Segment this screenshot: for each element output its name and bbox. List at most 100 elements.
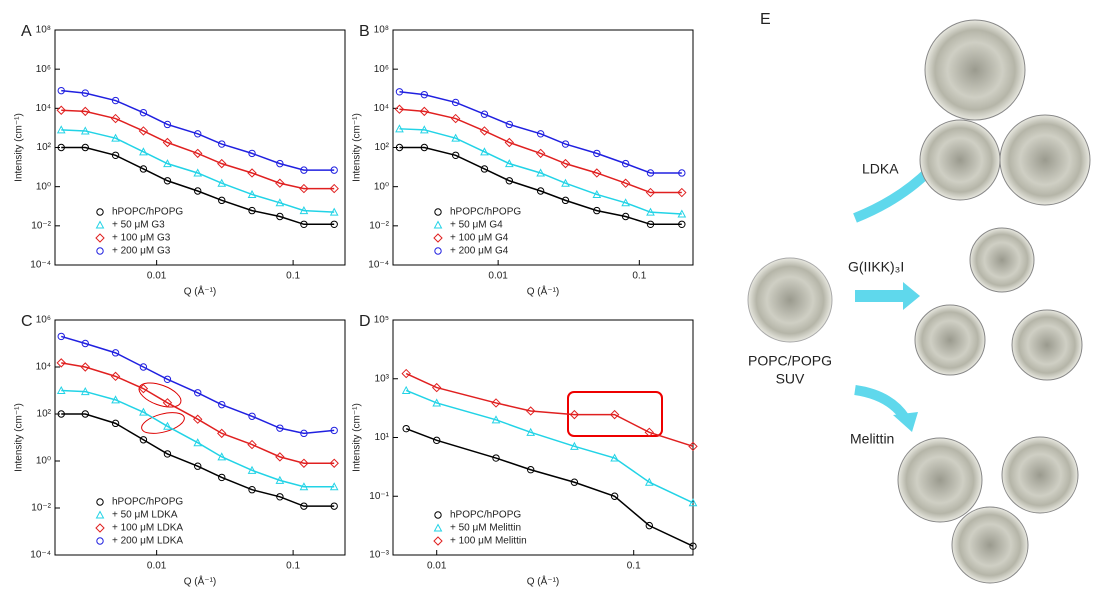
marker xyxy=(434,247,442,255)
vesicle-type: SUV xyxy=(776,371,805,387)
marker xyxy=(218,400,226,409)
marker xyxy=(434,511,442,519)
marker xyxy=(433,536,443,546)
marker xyxy=(329,207,339,216)
legend-label: + 200 μM LDKA xyxy=(112,536,183,547)
legend-label: hPOPC/hPOPG xyxy=(112,497,183,508)
marker xyxy=(535,148,546,159)
marker xyxy=(620,178,631,188)
marker xyxy=(480,110,489,118)
marker xyxy=(163,120,172,129)
series-line xyxy=(399,91,682,174)
marker xyxy=(330,220,338,228)
arrow xyxy=(855,290,905,302)
marker xyxy=(57,86,65,95)
marker xyxy=(96,247,104,255)
marker xyxy=(194,462,202,470)
marker xyxy=(505,120,514,129)
vesicle xyxy=(951,506,1029,584)
legend-label: + 50 μM G4 xyxy=(450,220,503,231)
marker xyxy=(526,466,535,474)
y-axis-label: Intensity (cm⁻¹) xyxy=(352,403,363,472)
vesicle xyxy=(1001,436,1079,514)
marker xyxy=(56,105,66,115)
marker xyxy=(248,412,256,420)
marker xyxy=(420,90,429,99)
marker xyxy=(300,502,308,510)
marker xyxy=(299,458,309,468)
vesicle xyxy=(897,437,983,523)
plot-frame xyxy=(392,29,694,266)
arrow xyxy=(853,166,934,223)
marker xyxy=(646,220,655,228)
y-tick-label: 10⁰ xyxy=(36,181,51,192)
marker xyxy=(194,187,202,195)
series-line xyxy=(61,146,335,226)
vesicle xyxy=(914,304,986,376)
marker xyxy=(491,398,501,408)
marker xyxy=(80,106,90,117)
panel-label: E xyxy=(760,11,771,28)
vesicle xyxy=(1011,309,1083,381)
marker xyxy=(193,148,203,159)
series-line xyxy=(399,146,682,226)
marker xyxy=(536,130,545,138)
marker xyxy=(504,137,515,148)
diagram-panel: E POPC/POPG SUV LDKA G(IIKK)₃I Melittin xyxy=(747,11,1091,584)
marker xyxy=(95,233,105,243)
marker xyxy=(433,220,443,229)
x-axis-label: Q (Å⁻¹) xyxy=(184,575,217,588)
marker xyxy=(525,406,536,416)
marker xyxy=(276,424,284,432)
marker xyxy=(329,458,339,468)
highlight xyxy=(141,412,185,434)
legend-label: + 200 μM G4 xyxy=(450,246,509,257)
marker xyxy=(300,166,308,174)
arrow xyxy=(854,385,910,421)
marker xyxy=(300,220,308,228)
marker xyxy=(57,332,65,341)
y-tick-label: 10⁻⁴ xyxy=(30,260,51,271)
marker xyxy=(299,482,309,491)
marker xyxy=(139,165,148,173)
marker xyxy=(536,168,545,177)
legend-label: + 50 μM LDKA xyxy=(112,510,178,521)
marker xyxy=(646,169,655,177)
marker xyxy=(479,126,490,136)
marker xyxy=(677,209,687,218)
marker xyxy=(561,196,570,205)
y-axis-label: Intensity (cm⁻¹) xyxy=(14,403,25,472)
series-line xyxy=(61,109,335,190)
marker xyxy=(81,143,89,152)
marker xyxy=(644,427,655,438)
y-tick-label: 10⁻² xyxy=(31,503,51,514)
panel-label: D xyxy=(359,313,371,330)
marker xyxy=(218,196,226,205)
marker xyxy=(162,398,173,408)
marker xyxy=(275,198,285,207)
marker xyxy=(570,441,579,450)
marker xyxy=(645,187,656,198)
marker xyxy=(81,410,89,418)
marker xyxy=(593,206,601,215)
marker xyxy=(56,385,66,394)
marker xyxy=(593,149,601,158)
marker xyxy=(526,427,536,436)
marker xyxy=(247,189,257,198)
marker xyxy=(95,220,105,229)
marker xyxy=(432,398,442,407)
series-line xyxy=(399,108,682,194)
marker xyxy=(419,106,430,117)
marker xyxy=(110,371,121,382)
marker xyxy=(570,478,579,486)
y-tick-label: 10⁶ xyxy=(374,64,389,75)
series-line xyxy=(405,427,694,547)
marker xyxy=(621,198,630,207)
marker xyxy=(218,140,226,148)
legend-label: + 100 μM Melittin xyxy=(450,536,527,547)
marker xyxy=(300,429,308,438)
y-tick-label: 10⁵ xyxy=(374,315,389,326)
series-line xyxy=(405,372,694,448)
marker xyxy=(56,358,66,368)
marker xyxy=(162,137,173,148)
